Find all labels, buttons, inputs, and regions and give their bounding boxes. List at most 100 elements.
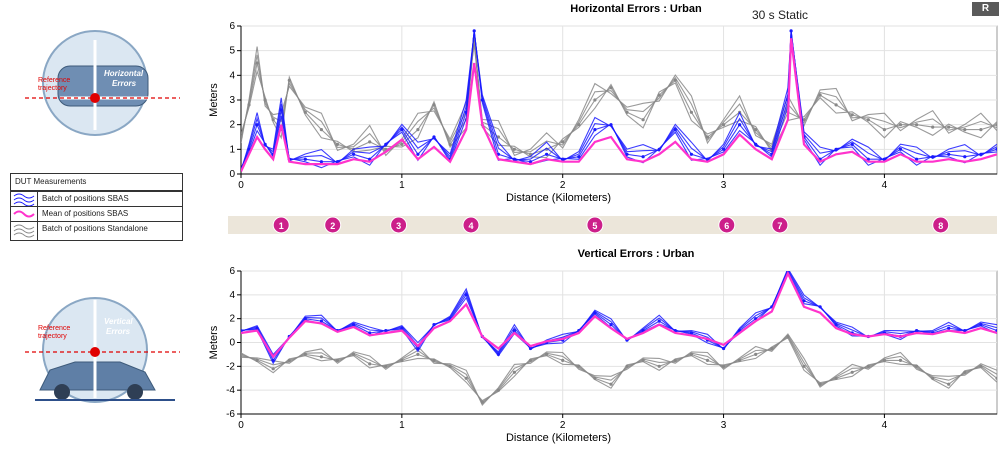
car-side-view-icon	[39, 361, 156, 391]
series-group	[241, 271, 997, 406]
data-point	[496, 388, 500, 392]
data-point	[577, 155, 581, 159]
corner-button[interactable]: R	[972, 2, 999, 16]
data-point	[271, 367, 275, 371]
data-point	[472, 29, 476, 33]
data-point	[689, 152, 694, 156]
data-point	[818, 305, 822, 309]
data-point	[705, 135, 710, 139]
y-axis-label: Meters	[208, 83, 220, 117]
data-point	[319, 128, 323, 132]
series-line	[241, 31, 997, 171]
data-point	[255, 61, 259, 65]
waypoint-band	[228, 216, 997, 234]
data-point	[818, 93, 822, 97]
data-point	[561, 358, 565, 362]
data-point	[577, 123, 581, 127]
data-point	[754, 142, 758, 146]
data-point	[335, 142, 340, 146]
y-tick-label: 4	[229, 290, 235, 301]
vertical-errors-diagram: Reference trajectory Vertical Errors	[25, 297, 180, 403]
waypoint-marker	[462, 216, 480, 234]
data-point	[770, 346, 774, 351]
data-point	[738, 358, 742, 362]
data-point	[432, 135, 436, 139]
data-point	[384, 329, 388, 333]
y-tick-label: 6	[229, 21, 235, 32]
data-point	[673, 128, 677, 132]
data-point	[657, 319, 661, 323]
series-line	[241, 335, 997, 403]
y-tick-label: 5	[229, 46, 235, 57]
data-point	[850, 113, 854, 117]
data-point	[705, 358, 710, 362]
data-point	[915, 157, 919, 161]
data-point	[995, 123, 997, 127]
data-point	[528, 358, 533, 362]
data-point	[802, 364, 806, 368]
waypoint-marker	[272, 216, 290, 234]
data-point	[898, 358, 903, 362]
waypoint-label: 6	[724, 221, 729, 231]
data-point	[512, 329, 517, 333]
legend-label: Batch of positions SBAS	[42, 194, 129, 203]
y-tick-label: -6	[226, 409, 235, 420]
data-point	[850, 142, 854, 146]
data-point	[722, 123, 726, 127]
x-tick-label: 4	[882, 420, 888, 431]
data-point	[915, 329, 919, 333]
y-tick-label: -4	[226, 385, 235, 396]
waypoint-label: 4	[468, 221, 473, 231]
data-point	[247, 103, 251, 107]
data-point	[625, 110, 629, 114]
data-point	[384, 364, 388, 368]
data-point	[995, 376, 997, 380]
data-point	[287, 78, 291, 82]
data-point	[915, 123, 919, 127]
x-tick-label: 1	[399, 180, 405, 191]
data-point	[368, 362, 372, 366]
data-point	[593, 376, 597, 380]
data-point	[577, 364, 581, 368]
data-point	[561, 157, 565, 161]
err-label-2: Errors	[106, 327, 131, 336]
data-point	[464, 376, 468, 380]
data-point	[335, 160, 340, 164]
err-label-1: Horizontal	[104, 69, 144, 78]
x-axis-label: Distance (Kilometers)	[506, 192, 611, 204]
y-tick-label: -2	[226, 361, 235, 372]
data-point	[496, 352, 500, 356]
waypoint-marker	[390, 216, 408, 234]
data-point	[609, 382, 613, 386]
data-point	[834, 147, 838, 151]
data-point	[287, 358, 291, 362]
data-point	[432, 103, 436, 107]
series-line	[241, 32, 997, 171]
legend-label: Mean of positions SBAS	[42, 209, 129, 218]
data-point	[995, 147, 997, 151]
data-point	[609, 323, 613, 327]
batch-wavy-lines-icon	[11, 192, 38, 206]
data-point	[241, 329, 243, 333]
data-point	[416, 152, 420, 156]
x-tick-label: 0	[238, 180, 244, 191]
data-point	[882, 358, 887, 362]
data-point	[979, 152, 983, 156]
data-point	[512, 370, 517, 374]
data-point	[689, 331, 694, 335]
data-point	[303, 110, 307, 114]
bottom-chart-title: Vertical Errors : Urban	[578, 248, 695, 260]
ref-label-1: Reference	[38, 77, 70, 84]
data-point	[609, 123, 613, 127]
data-point	[834, 376, 838, 380]
ref-label-1: Reference	[38, 325, 70, 332]
series-line	[241, 44, 997, 157]
data-point	[545, 352, 549, 356]
data-point	[319, 319, 323, 323]
data-point	[802, 118, 806, 122]
data-point	[593, 128, 597, 132]
data-point	[866, 118, 870, 122]
data-point	[271, 118, 275, 122]
data-point	[625, 364, 629, 368]
data-point	[754, 352, 758, 356]
